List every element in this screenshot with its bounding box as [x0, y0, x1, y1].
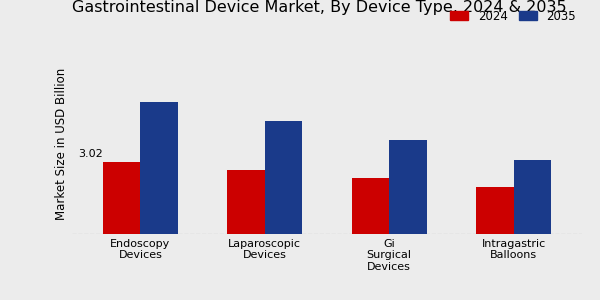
Text: Gastrointestinal Device Market, By Device Type, 2024 & 2035: Gastrointestinal Device Market, By Devic…	[72, 0, 566, 15]
Y-axis label: Market Size in USD Billion: Market Size in USD Billion	[55, 68, 68, 220]
Bar	[389, 140, 427, 234]
Bar	[103, 161, 140, 234]
Text: 3.02: 3.02	[79, 149, 103, 159]
Bar	[227, 170, 265, 234]
Bar	[352, 178, 389, 234]
Bar	[140, 102, 178, 234]
Bar	[514, 160, 551, 234]
Bar	[476, 187, 514, 234]
Legend: 2024, 2035: 2024, 2035	[451, 10, 576, 22]
Bar	[265, 121, 302, 234]
